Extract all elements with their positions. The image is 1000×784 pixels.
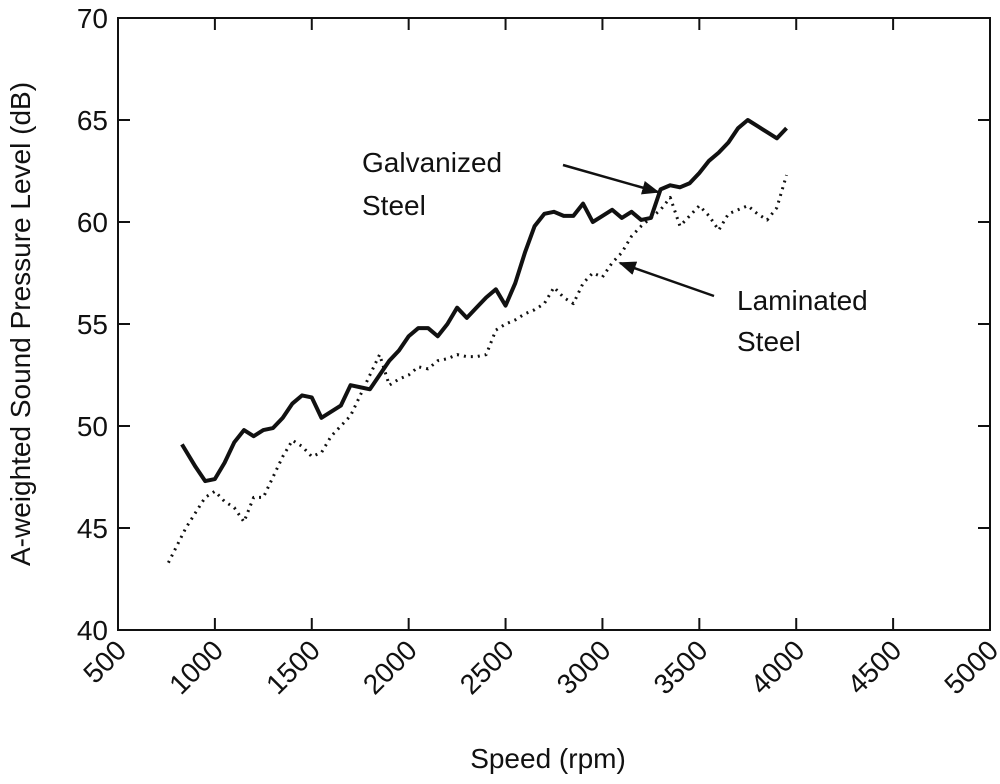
annotation: Galvanized xyxy=(362,147,502,178)
annotation: Steel xyxy=(737,326,801,357)
x-tick-label: 5000 xyxy=(938,634,1000,700)
annotation: Laminated xyxy=(737,285,868,316)
y-tick-label: 65 xyxy=(77,105,108,136)
series-line xyxy=(167,174,788,564)
x-tick-label: 4000 xyxy=(744,634,810,700)
y-axis-label: A-weighted Sound Pressure Level (dB) xyxy=(5,82,36,566)
x-axis-label: Speed (rpm) xyxy=(470,743,626,774)
y-tick-label: 60 xyxy=(77,207,108,238)
x-tick-label: 2500 xyxy=(454,634,520,700)
y-tick-label: 45 xyxy=(77,513,108,544)
x-tick-label: 1000 xyxy=(163,634,229,700)
annotation: Steel xyxy=(362,190,426,221)
y-tick-label: 55 xyxy=(77,309,108,340)
plot-frame xyxy=(117,17,991,631)
series-line xyxy=(180,118,788,484)
x-tick-label: 2000 xyxy=(357,634,423,700)
x-tick-label: 1500 xyxy=(260,634,326,700)
annotation-arrow xyxy=(562,163,660,195)
y-tick-label: 50 xyxy=(77,411,108,442)
annotation-arrow xyxy=(618,261,715,298)
y-tick-label: 40 xyxy=(77,615,108,646)
x-tick-label: 3500 xyxy=(648,634,714,700)
x-tick-label: 3000 xyxy=(551,634,617,700)
x-tick-label: 4500 xyxy=(841,634,907,700)
y-tick-label: 70 xyxy=(77,3,108,34)
